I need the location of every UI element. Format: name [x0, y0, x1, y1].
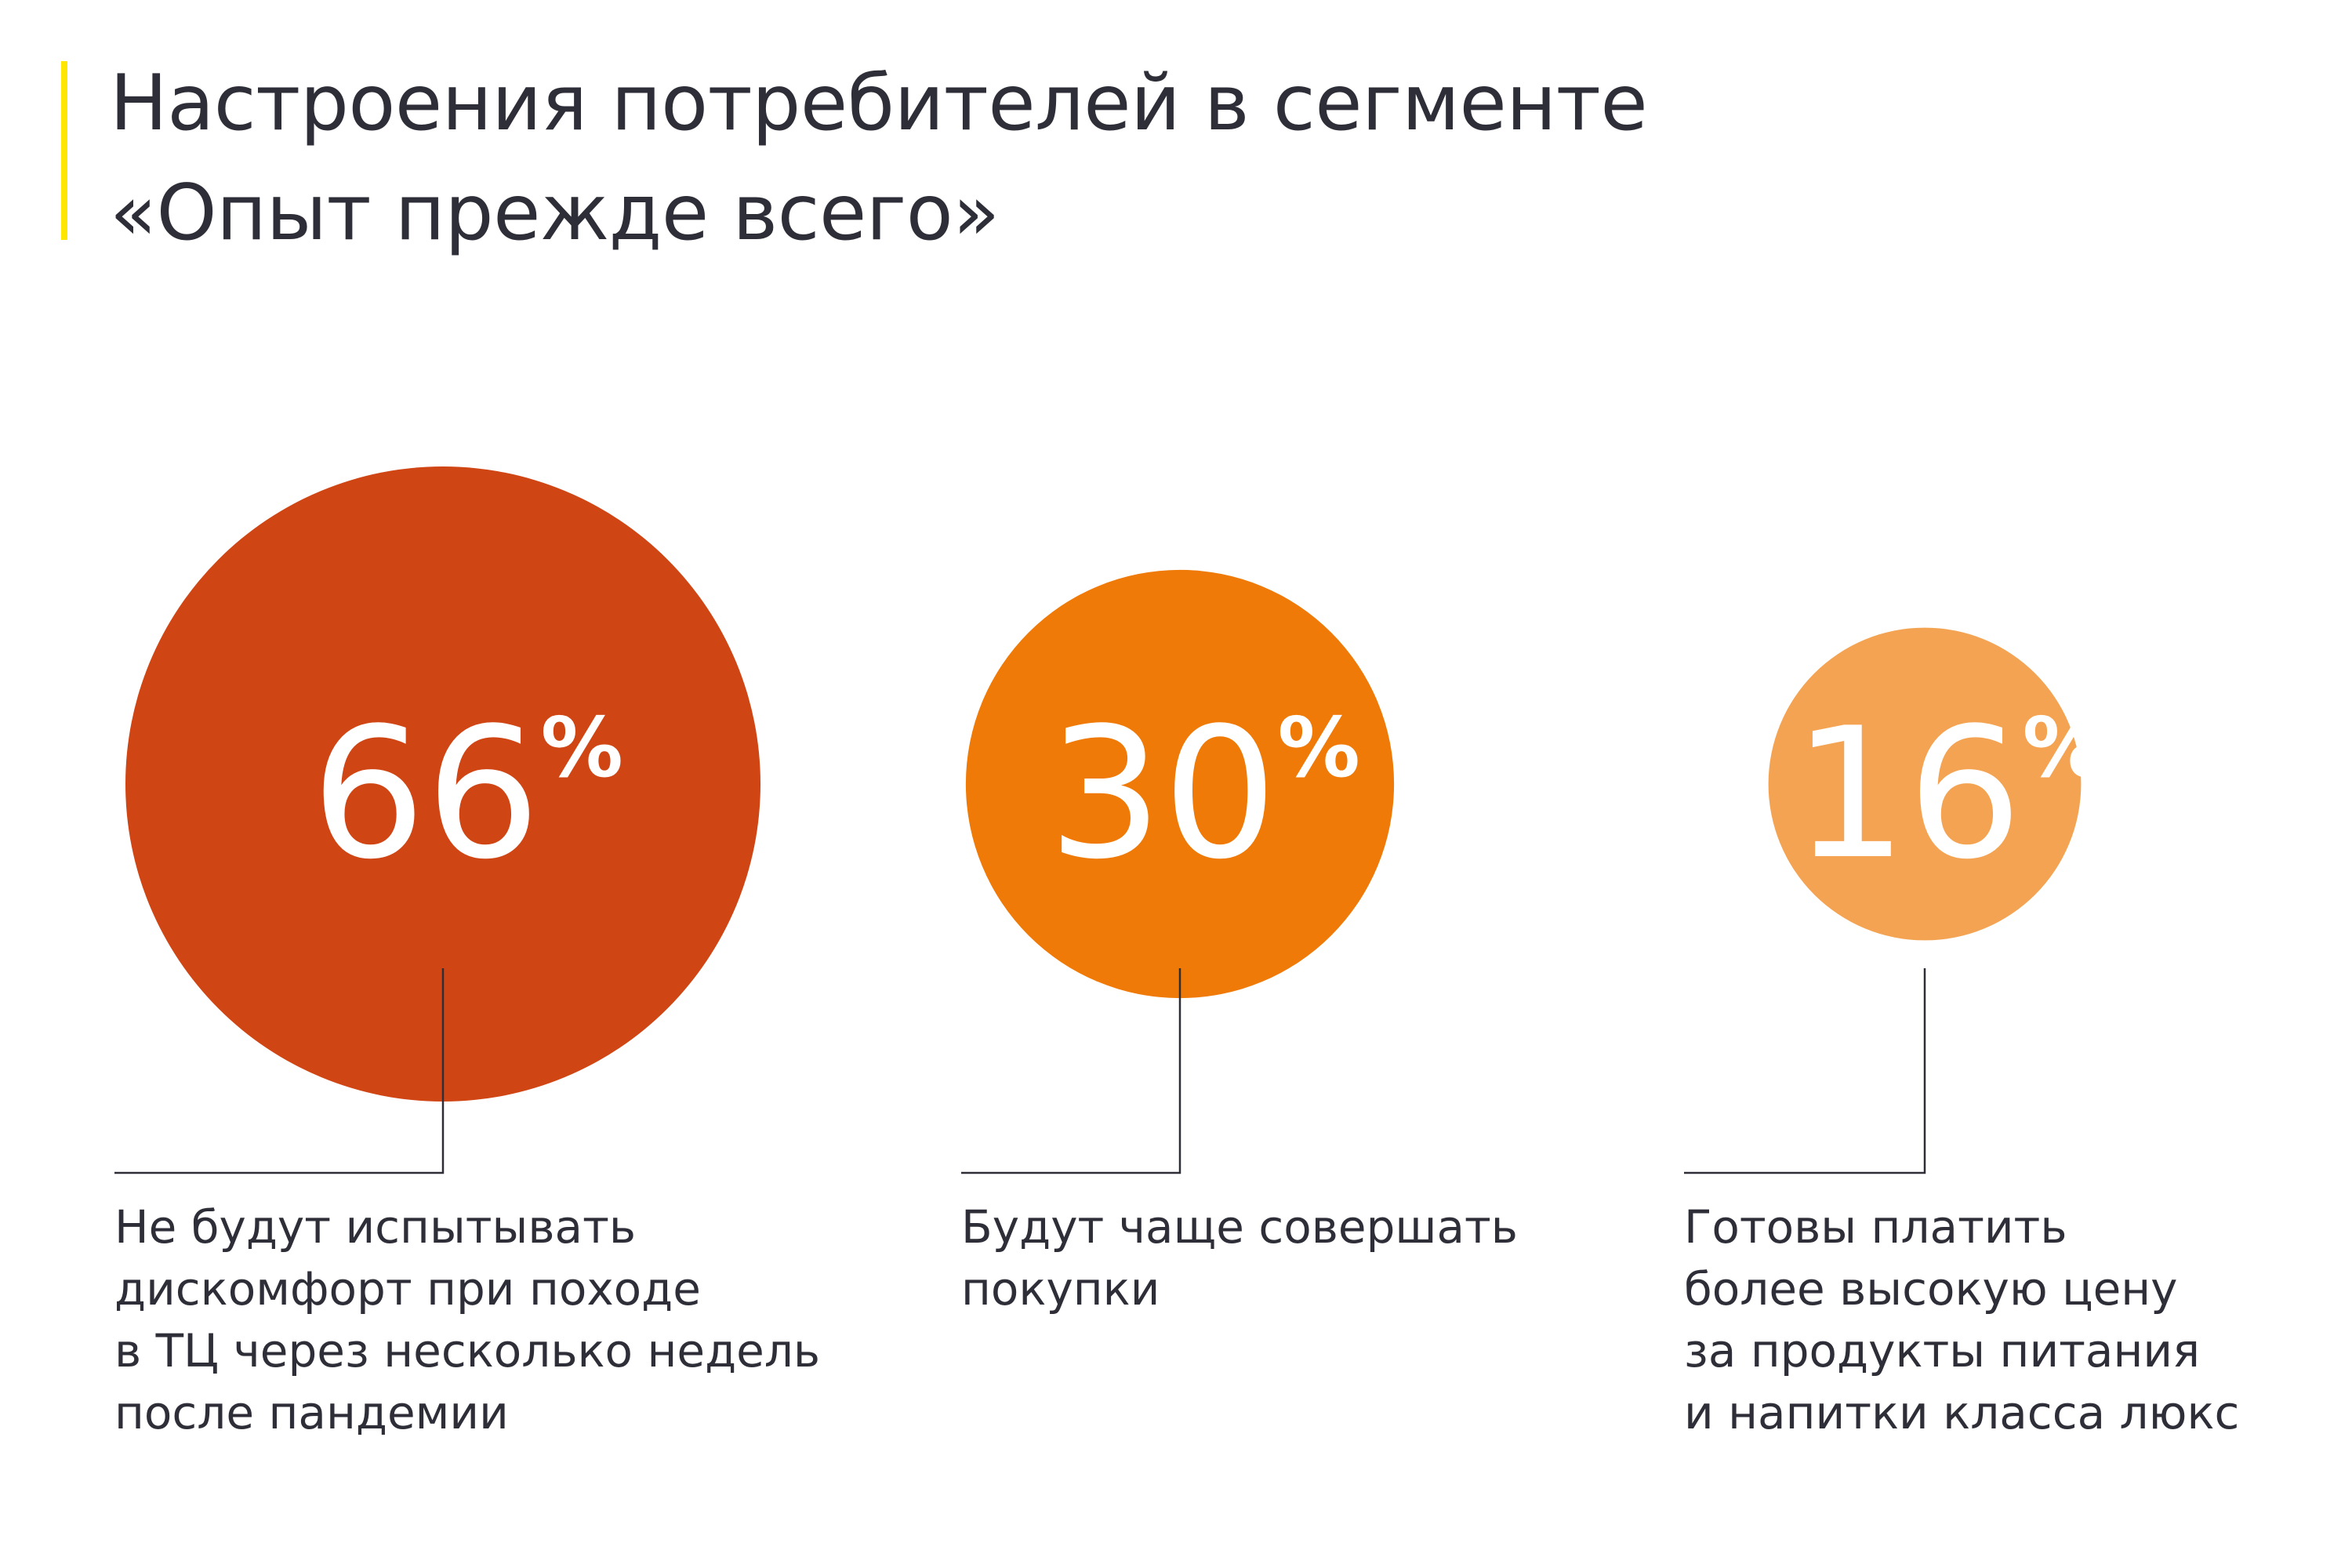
value-label-66: 66	[311, 690, 541, 899]
accent-bar	[61, 61, 67, 240]
bubble-30: 30%	[961, 569, 1395, 1174]
caption-66-line-4: после пандемии	[114, 1386, 509, 1439]
caption-16: Готовы платить более высокую цену за про…	[1684, 1196, 2239, 1444]
caption-66: Не будут испытывать дискомфорт при поход…	[114, 1196, 820, 1444]
percent-sign-66: %	[541, 700, 623, 796]
title-line-1: Настроения потребителей в сегменте	[110, 59, 1648, 148]
title-line-2: «Опыт прежде всего»	[110, 169, 1000, 258]
bubble-circle-16	[1768, 627, 2082, 941]
caption-16-line-1: Готовы платить	[1684, 1200, 2067, 1254]
bubble-circle-66	[125, 466, 760, 1102]
caption-66-line-1: Не будут испытывать	[114, 1200, 637, 1254]
bubble-circle-30	[965, 569, 1395, 999]
leader-line-16	[1684, 968, 1926, 1174]
value-label-30: 30	[1048, 690, 1278, 899]
leader-line-30	[961, 968, 1181, 1174]
chart-title: Настроения потребителей в сегменте «Опыт…	[110, 49, 1648, 268]
caption-30-line-2: покупки	[961, 1262, 1160, 1316]
percent-sign-16: %	[2023, 700, 2105, 796]
caption-66-line-3: в ТЦ через несколько недель	[114, 1324, 821, 1377]
percent-sign-30: %	[1278, 700, 1360, 796]
caption-30-line-1: Будут чаще совершать	[961, 1200, 1518, 1254]
leader-line-66	[114, 968, 445, 1174]
bubble-16: 16%	[1684, 627, 2105, 1174]
caption-16-line-3: за продукты питания	[1684, 1324, 2200, 1377]
caption-16-line-4: и напитки класса люкс	[1684, 1386, 2240, 1439]
caption-30: Будут чаще совершать покупки	[961, 1196, 1518, 1320]
caption-16-line-2: более высокую цену	[1684, 1262, 2178, 1316]
value-label-16: 16	[1793, 690, 2023, 899]
caption-66-line-2: дискомфорт при походе	[114, 1262, 701, 1316]
bubble-66: 66%	[114, 466, 760, 1174]
